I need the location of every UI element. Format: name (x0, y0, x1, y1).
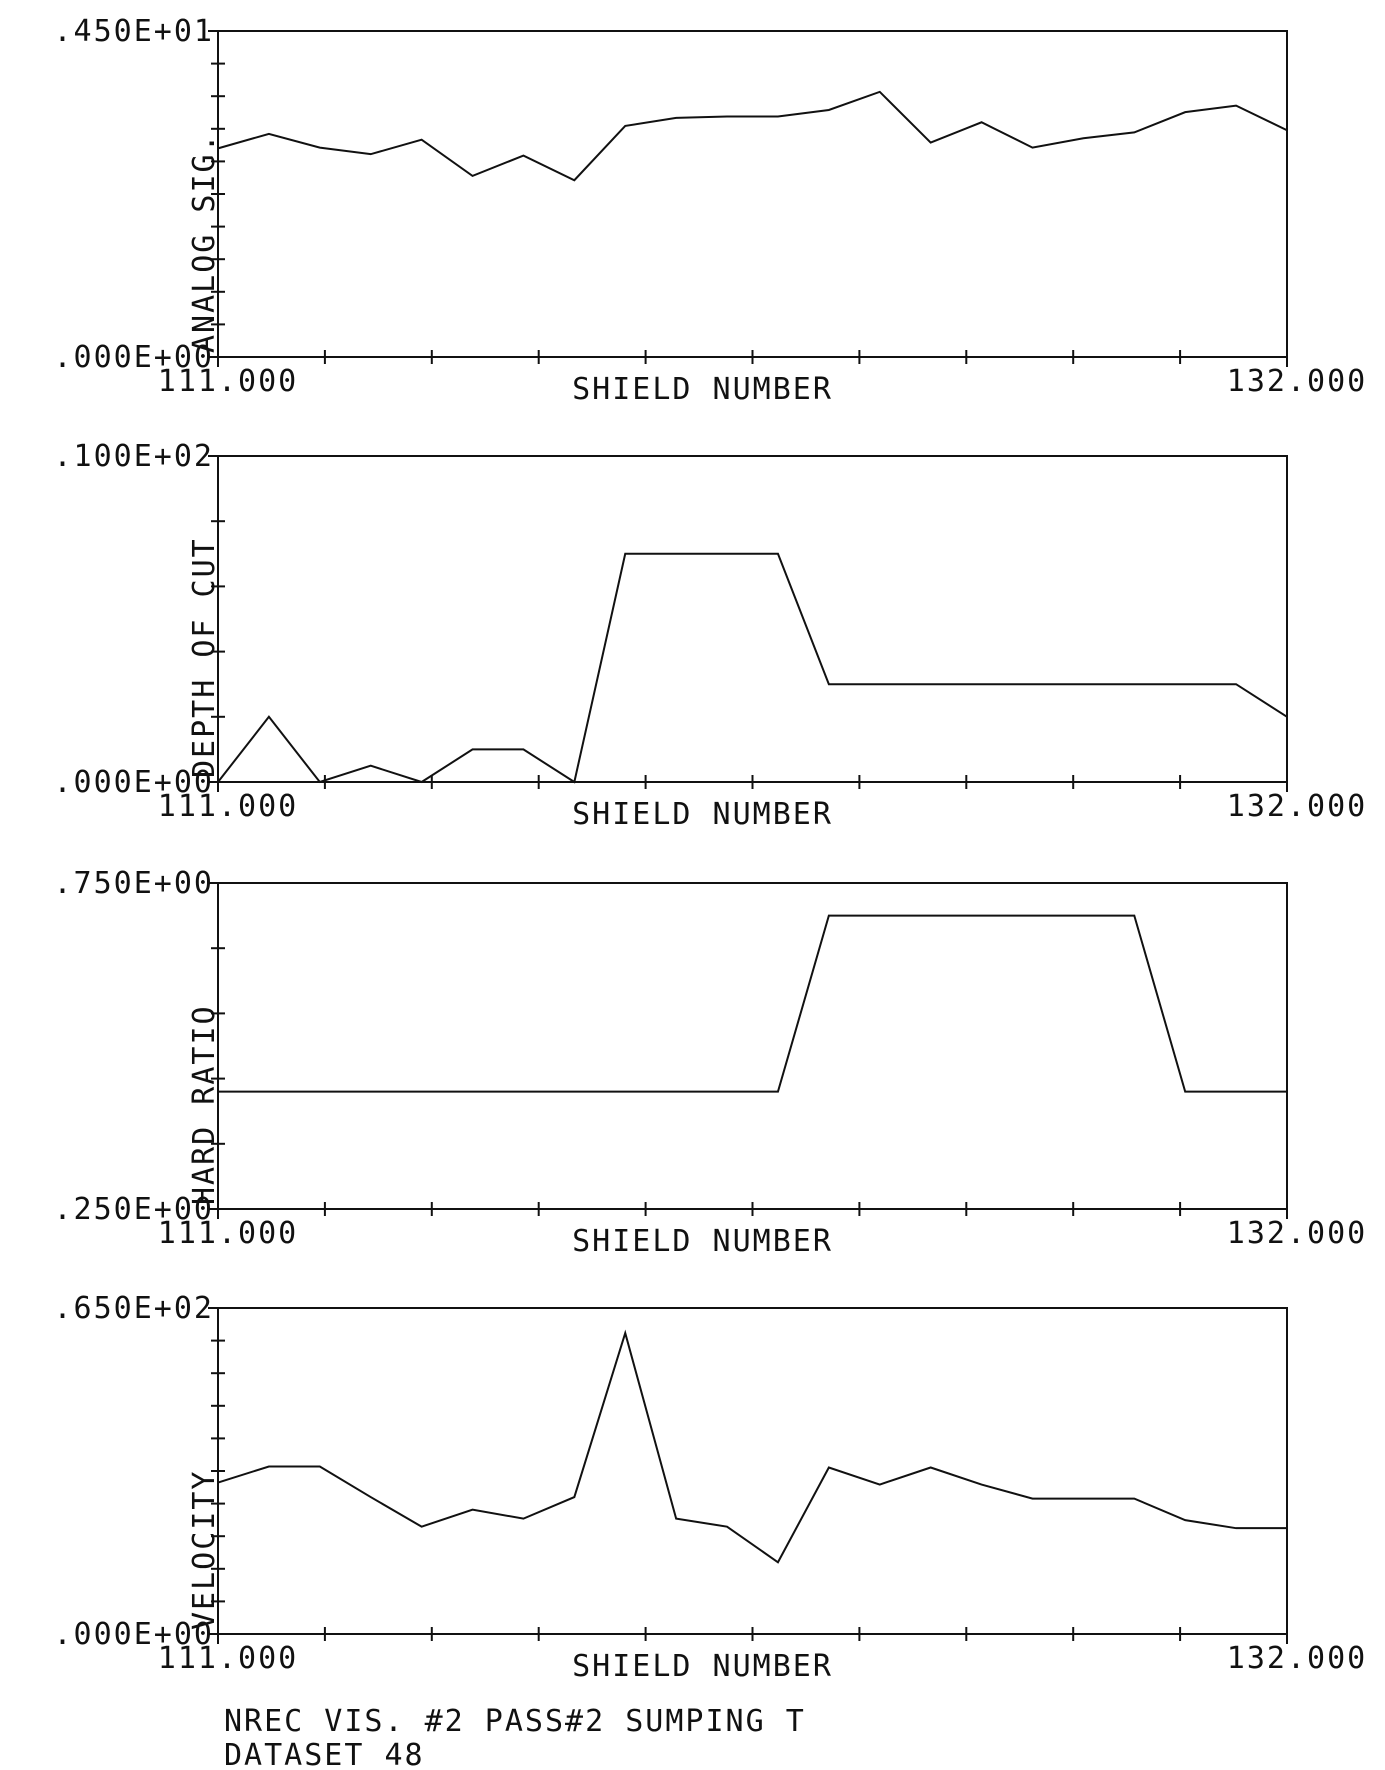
x-tick-label: 111.000 (158, 1216, 298, 1251)
footer-line: NREC VIS. #2 PASS#2 SUMPING T (224, 1704, 806, 1739)
y-tick-label: .100E+02 (54, 439, 215, 474)
chart: .000E+00 .650E+02 111.000 132.000 SHIELD NUM… (54, 1291, 1367, 1684)
x-tick-label: 111.000 (158, 789, 298, 824)
x-axis-label: SHIELD NUMBER (572, 1649, 833, 1684)
x-axis-label: SHIELD NUMBER (572, 1224, 833, 1259)
y-axis-label: DEPTH OF CUT (187, 537, 222, 778)
plot-frame (217, 882, 1288, 1210)
x-tick-label: 132.000 (1227, 1216, 1367, 1251)
plot-frame (217, 30, 1288, 358)
data-line (217, 90, 1288, 182)
plot-frame (217, 455, 1288, 783)
y-axis-label: VELOCITY (187, 1470, 222, 1631)
chart: .250E+00 .750E+00 111.000 132.000 SHIELD NUM… (54, 866, 1367, 1259)
y-axis-label: HARD RATIO (187, 1004, 222, 1205)
y-axis-label: ANALOG SIG. (187, 132, 222, 353)
data-line (217, 552, 1288, 784)
plot-frame (217, 1307, 1288, 1635)
x-tick-label: 132.000 (1227, 364, 1367, 399)
data-line (217, 1329, 1287, 1564)
x-tick-label: 132.000 (1227, 789, 1367, 824)
y-tick-label: .000E+00 (54, 765, 215, 800)
x-tick-label: 111.000 (158, 364, 298, 399)
x-axis-label: SHIELD NUMBER (572, 797, 833, 832)
y-tick-label: .250E+00 (54, 1192, 215, 1227)
y-tick-label: .000E+00 (54, 340, 215, 375)
data-line (218, 914, 1287, 1093)
y-tick-label: .450E+01 (54, 14, 215, 49)
x-tick-label: 132.000 (1227, 1641, 1367, 1676)
x-tick-label: 111.000 (158, 1641, 298, 1676)
footer-line: DATASET 48 (224, 1738, 425, 1770)
chart: .000E+00 .100E+02 111.000 132.000 SHIELD NUM… (54, 439, 1367, 832)
chart: .000E+00 .450E+01 111.000 132.000 SHIELD NUM… (54, 14, 1367, 407)
x-axis-label: SHIELD NUMBER (572, 372, 833, 407)
y-tick-label: .650E+02 (54, 1291, 215, 1326)
y-tick-label: .750E+00 (54, 866, 215, 901)
y-tick-label: .000E+00 (54, 1617, 215, 1652)
